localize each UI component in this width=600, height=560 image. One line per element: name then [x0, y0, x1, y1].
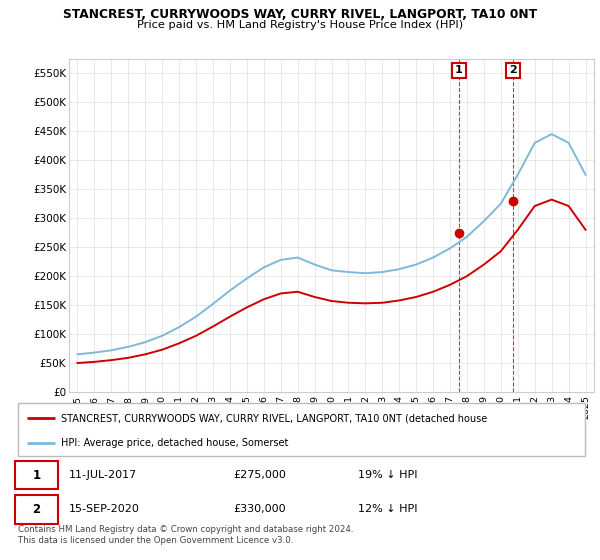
Text: 11-JUL-2017: 11-JUL-2017 [69, 470, 137, 480]
Text: 19% ↓ HPI: 19% ↓ HPI [358, 470, 418, 480]
Text: 12% ↓ HPI: 12% ↓ HPI [358, 505, 418, 515]
Text: HPI: Average price, detached house, Somerset: HPI: Average price, detached house, Some… [61, 438, 288, 448]
Text: Contains HM Land Registry data © Crown copyright and database right 2024.
This d: Contains HM Land Registry data © Crown c… [18, 525, 353, 545]
Text: 1: 1 [32, 469, 40, 482]
Text: £330,000: £330,000 [233, 505, 286, 515]
Text: 15-SEP-2020: 15-SEP-2020 [69, 505, 140, 515]
Text: £275,000: £275,000 [233, 470, 286, 480]
Text: STANCREST, CURRYWOODS WAY, CURRY RIVEL, LANGPORT, TA10 0NT (detached house: STANCREST, CURRYWOODS WAY, CURRY RIVEL, … [61, 413, 487, 423]
Text: 2: 2 [509, 66, 517, 76]
FancyBboxPatch shape [18, 403, 585, 456]
Text: 1: 1 [455, 66, 463, 76]
FancyBboxPatch shape [15, 461, 58, 489]
Text: 2: 2 [32, 503, 40, 516]
Text: STANCREST, CURRYWOODS WAY, CURRY RIVEL, LANGPORT, TA10 0NT: STANCREST, CURRYWOODS WAY, CURRY RIVEL, … [63, 8, 537, 21]
Text: Price paid vs. HM Land Registry's House Price Index (HPI): Price paid vs. HM Land Registry's House … [137, 20, 463, 30]
FancyBboxPatch shape [15, 495, 58, 524]
